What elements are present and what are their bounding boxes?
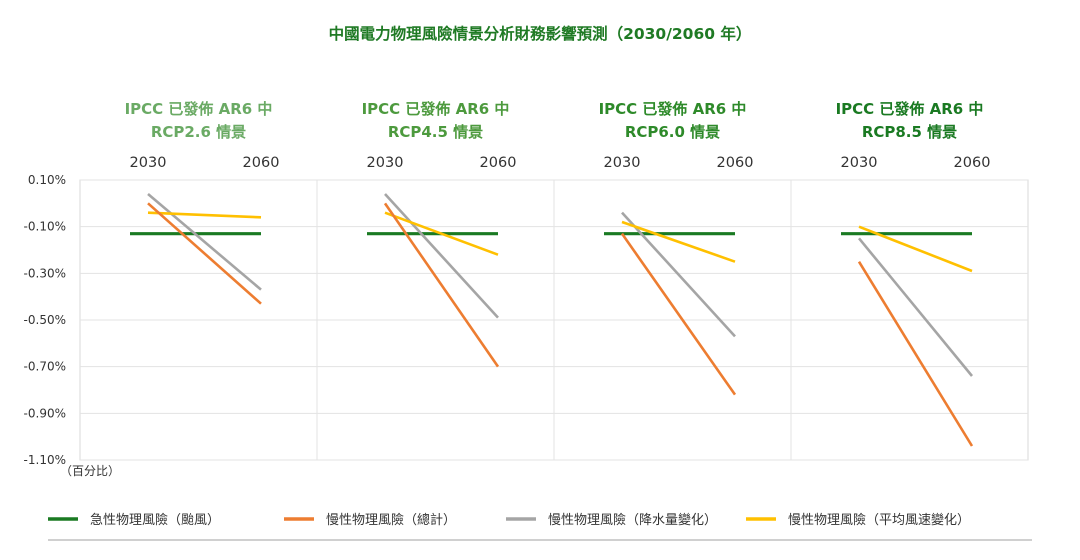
panel-title-line2: RCP2.6 情景 [151,123,246,141]
panel-title-line1: IPCC 已發佈 AR6 中 [125,100,273,118]
legend-item-chronic_wind: 慢性物理風險（平均風速變化） [746,512,970,528]
legend-item-chronic_precip: 慢性物理風險（降水量變化） [506,512,717,528]
series-line-chronic_total [620,232,737,396]
series-line-chronic_total [383,202,500,368]
chart-title: 中國電力物理風險情景分析財務影響預測（2030/2060 年） [329,24,752,43]
series-line-chronic_wind [858,225,973,273]
x-tick-label: 2030 [130,155,167,171]
series-line-chronic_wind [621,220,736,263]
legend-label: 慢性物理風險（降水量變化） [548,512,717,528]
y-tick-label: -0.70% [24,360,66,374]
y-tick-label: 0.10% [28,173,66,187]
x-tick-label: 2030 [367,155,404,171]
y-unit-label: （百分比） [60,464,120,478]
legend-item-acute_typhoon: 急性物理風險（颱風） [48,513,220,528]
panel-1: IPCC 已發佈 AR6 中 RCP2.6 情景 2030 2060 [125,100,280,305]
panel-title-line2: RCP4.5 情景 [388,123,483,141]
x-tick-label: 2060 [243,155,280,171]
y-tick-label: -0.90% [24,406,66,420]
panel-3: IPCC 已發佈 AR6 中 RCP6.0 情景 2030 2060 [599,100,754,396]
y-tick-label: -0.30% [24,266,66,280]
legend-label: 慢性物理風險（總計） [326,512,456,528]
panel-title-line1: IPCC 已發佈 AR6 中 [362,100,510,118]
legend-item-chronic_total: 慢性物理風險（總計） [284,512,456,528]
x-tick-label: 2060 [717,155,754,171]
y-tick-label: -0.10% [24,220,66,234]
series-line-chronic_wind [147,211,262,219]
series-line-chronic_total [147,202,262,305]
legend-label: 急性物理風險（颱風） [90,513,220,528]
legend-label: 慢性物理風險（平均風速變化） [788,512,970,528]
panel-title-line2: RCP8.5 情景 [862,123,957,141]
panel-title-line2: RCP6.0 情景 [625,123,720,141]
y-tick-label: -1.10% [24,453,66,467]
y-tick-label: -0.50% [24,313,66,327]
panel-title-line1: IPCC 已發佈 AR6 中 [836,100,984,118]
legend: 急性物理風險（颱風） 慢性物理風險（總計） 慢性物理風險（降水量變化） 慢性物理風險（… [48,512,1032,541]
x-tick-label: 2030 [841,155,878,171]
panel-title-line1: IPCC 已發佈 AR6 中 [599,100,747,118]
series-line-chronic_total [857,260,974,447]
series-line-chronic_wind [384,211,499,256]
x-tick-label: 2060 [480,155,517,171]
panel-2: IPCC 已發佈 AR6 中 RCP4.5 情景 2030 2060 [362,100,517,368]
series-line-chronic_precip [147,193,262,291]
series-line-chronic_precip [621,211,736,338]
series-line-chronic_precip [857,237,974,377]
x-tick-label: 2060 [954,155,991,171]
x-tick-label: 2030 [604,155,641,171]
series-line-chronic_precip [384,193,499,319]
plot-area: 0.10% -0.10% -0.30% -0.50% -0.70% -0.90% -1.10… [24,100,1029,478]
panel-4: IPCC 已發佈 AR6 中 RCP8.5 情景 2030 2060 [836,100,991,447]
